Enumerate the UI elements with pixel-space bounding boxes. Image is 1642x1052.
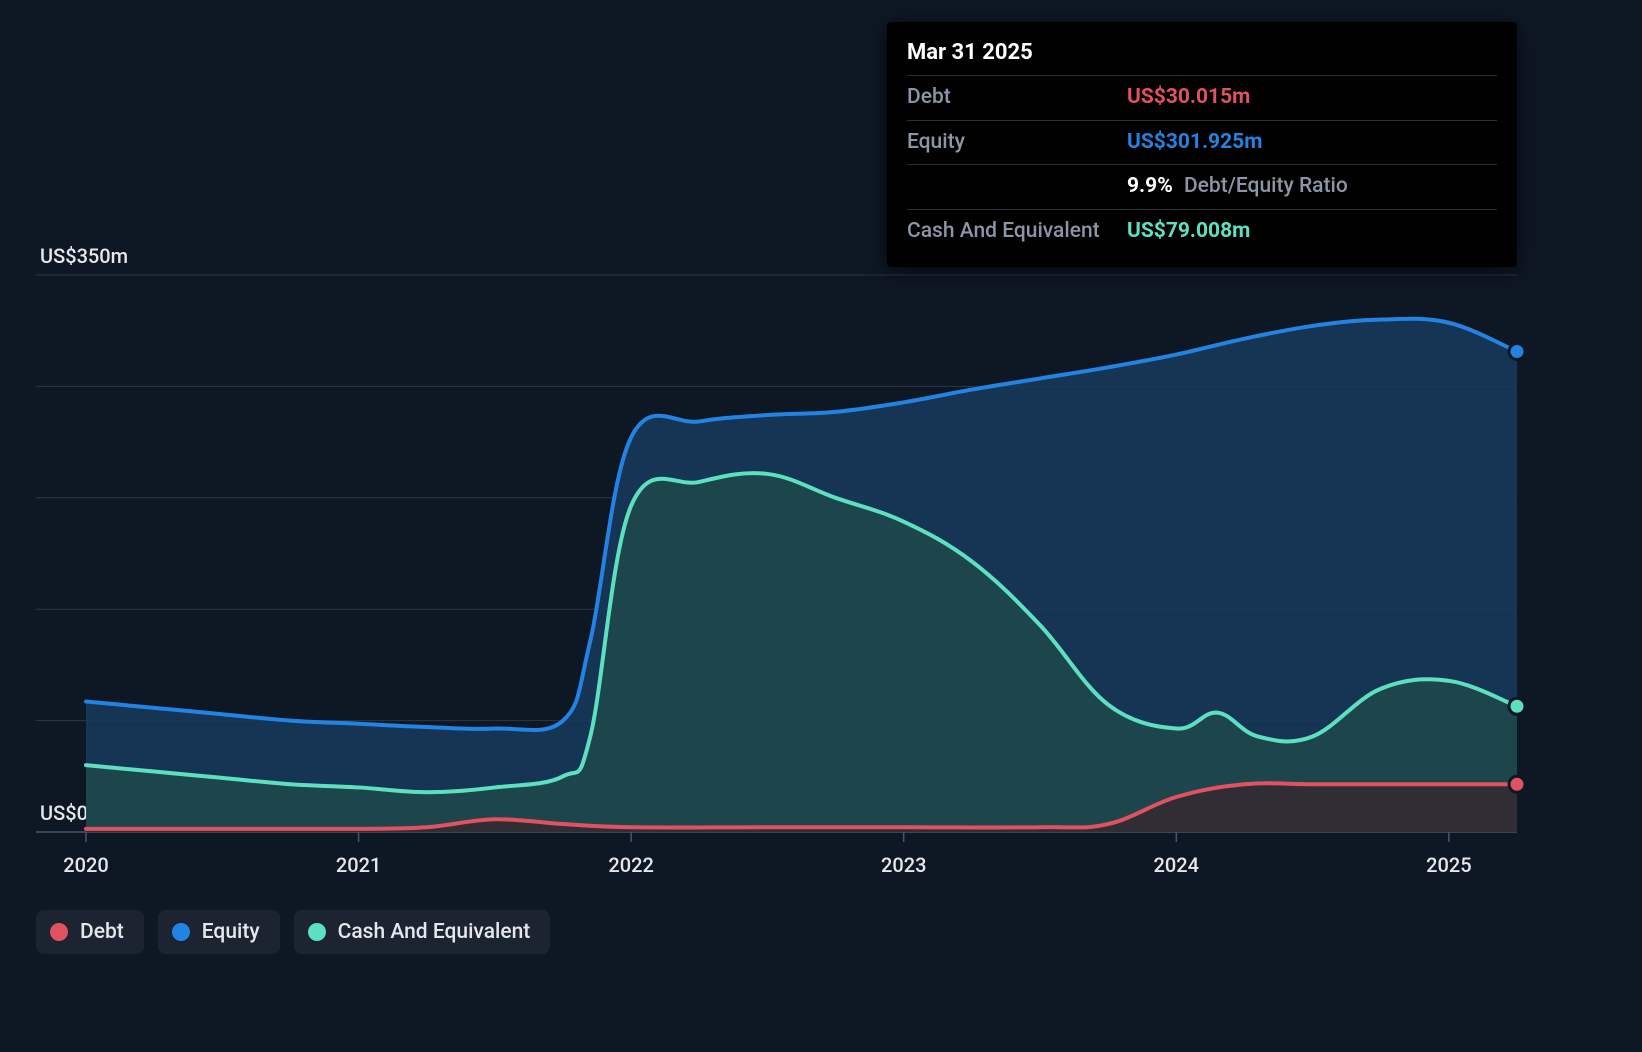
legend-dot-icon: [50, 923, 68, 941]
svg-text:2022: 2022: [608, 853, 653, 877]
tooltip-row-label: Debt: [907, 82, 1127, 114]
tooltip-row: DebtUS$30.015m: [907, 75, 1497, 120]
tooltip-row-label: Equity: [907, 127, 1127, 159]
svg-text:2025: 2025: [1426, 853, 1471, 877]
chart-tooltip: Mar 31 2025 DebtUS$30.015mEquityUS$301.9…: [887, 22, 1517, 267]
tooltip-row-label: [907, 171, 1127, 203]
svg-text:2023: 2023: [881, 853, 926, 877]
legend-dot-icon: [172, 923, 190, 941]
legend-dot-icon: [308, 923, 326, 941]
chart-legend: Debt Equity Cash And Equivalent: [36, 910, 550, 954]
svg-text:2020: 2020: [63, 853, 108, 877]
financial-area-chart: US$0 US$350m 2020 2021 2022 2023 2024 2025 Mar …: [0, 0, 1642, 1052]
svg-text:US$350m: US$350m: [40, 244, 128, 268]
tooltip-rows: DebtUS$30.015mEquityUS$301.925m9.9% Debt…: [907, 75, 1497, 253]
svg-text:US$0: US$0: [40, 801, 88, 825]
tooltip-row: 9.9% Debt/Equity Ratio: [907, 164, 1497, 209]
legend-item[interactable]: Equity: [158, 910, 280, 954]
legend-item-label: Debt: [80, 920, 124, 944]
legend-item-label: Cash And Equivalent: [338, 920, 531, 944]
tooltip-row: Cash And EquivalentUS$79.008m: [907, 209, 1497, 254]
tooltip-row-value: US$301.925m: [1127, 127, 1262, 159]
tooltip-row-suffix: Debt/Equity Ratio: [1179, 174, 1348, 198]
legend-item[interactable]: Debt: [36, 910, 144, 954]
tooltip-row-value: US$79.008m: [1127, 216, 1250, 248]
tooltip-row-value: 9.9% Debt/Equity Ratio: [1127, 171, 1348, 203]
legend-item-label: Equity: [202, 920, 260, 944]
tooltip-row: EquityUS$301.925m: [907, 120, 1497, 165]
tooltip-date: Mar 31 2025: [907, 36, 1497, 75]
legend-item[interactable]: Cash And Equivalent: [294, 910, 551, 954]
svg-text:2021: 2021: [336, 853, 381, 877]
tooltip-row-label: Cash And Equivalent: [907, 216, 1127, 248]
svg-text:2024: 2024: [1154, 853, 1199, 877]
tooltip-row-value: US$30.015m: [1127, 82, 1250, 114]
